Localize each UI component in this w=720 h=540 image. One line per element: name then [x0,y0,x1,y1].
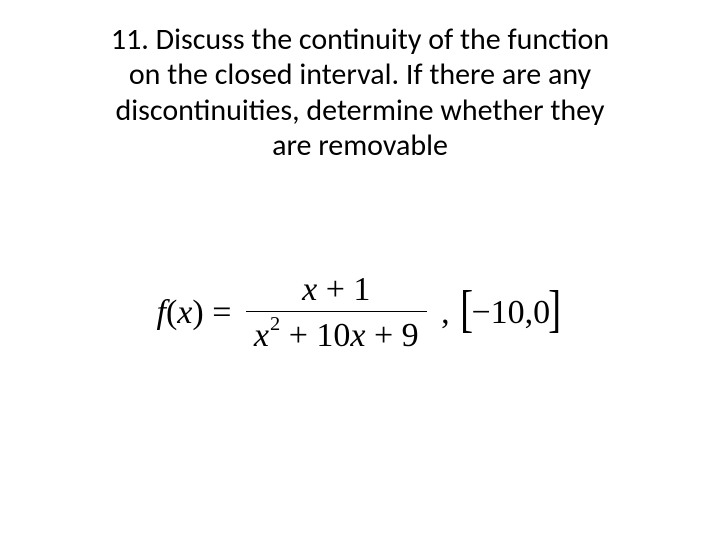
den-x: x [254,317,269,354]
interval-inner: −10,0 [471,294,550,332]
den-plus1: + [280,317,316,354]
comma: , [441,294,450,332]
int-comma: , [525,294,534,331]
den-9: 9 [402,317,419,354]
den-exp: 2 [270,313,280,335]
lhs-x: x [177,294,192,331]
title-line-3: discontinuities, determine whether they [116,92,605,129]
slide: 11. Discuss the continuity of the functi… [0,0,720,540]
title-line-4: are removable [272,127,448,164]
denominator: x2 + 10x + 9 [246,312,427,355]
den-x2: x [350,317,365,354]
right-bracket: ] [548,287,561,334]
lhs-close: ) [192,294,203,331]
formula: f(x) = x + 1 x2 + 10x + 9 , [−10,0] [157,270,564,355]
lhs-open: ( [166,294,177,331]
den-plus2: + [365,317,401,354]
numerator: x + 1 [246,270,427,312]
lhs: f(x) [157,294,204,332]
formula-area: f(x) = x + 1 x2 + 10x + 9 , [−10,0] [0,270,720,355]
title-line-1: 11. Discuss the continuity of the functi… [111,21,609,58]
lhs-f: f [157,294,166,331]
int-a: 10 [491,294,525,331]
num-x: x [302,271,317,308]
equals: = [212,294,231,332]
fraction: x + 1 x2 + 10x + 9 [246,270,427,355]
left-bracket: [ [460,287,473,334]
den-10: 10 [316,317,350,354]
question-title: 11. Discuss the continuity of the functi… [54,22,666,164]
interval: [−10,0] [458,289,563,336]
num-1: 1 [353,271,370,308]
title-line-2: on the closed interval. If there are any [129,56,591,93]
num-plus: + [317,271,353,308]
int-minus: − [471,294,490,331]
